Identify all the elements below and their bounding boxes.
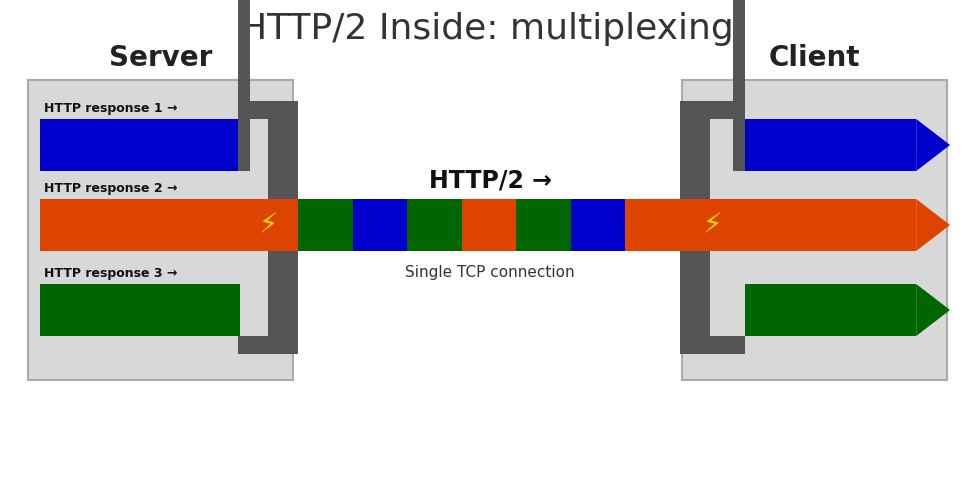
- Text: Single TCP connection: Single TCP connection: [406, 265, 575, 280]
- Bar: [517, 199, 570, 251]
- Bar: [238, 199, 298, 251]
- Text: HTTP response 2 →: HTTP response 2 →: [44, 182, 177, 195]
- Polygon shape: [916, 284, 950, 336]
- Bar: [680, 336, 745, 354]
- Bar: [745, 119, 916, 171]
- Bar: [745, 284, 916, 336]
- Bar: [408, 199, 462, 251]
- Bar: [238, 101, 298, 119]
- Bar: [680, 101, 745, 119]
- Bar: [462, 199, 517, 251]
- Bar: [353, 199, 408, 251]
- Bar: [733, 0, 745, 171]
- Text: ⚡: ⚡: [258, 211, 278, 239]
- Polygon shape: [916, 199, 950, 251]
- Bar: [745, 199, 916, 251]
- Bar: [238, 0, 250, 171]
- Text: HTTP/2 →: HTTP/2 →: [429, 168, 552, 192]
- Text: HTTP response 1 →: HTTP response 1 →: [44, 102, 177, 115]
- Bar: [682, 80, 947, 380]
- Bar: [238, 336, 298, 354]
- Bar: [298, 199, 353, 251]
- Bar: [625, 199, 680, 251]
- Polygon shape: [916, 119, 950, 171]
- Bar: [570, 199, 625, 251]
- Bar: [28, 80, 293, 380]
- Bar: [40, 284, 240, 336]
- Bar: [268, 101, 298, 354]
- Bar: [40, 199, 240, 251]
- Text: ⚡: ⚡: [703, 211, 722, 239]
- Bar: [40, 119, 240, 171]
- Text: HTTP/2 Inside: multiplexing: HTTP/2 Inside: multiplexing: [240, 12, 734, 46]
- Text: HTTP response 3 →: HTTP response 3 →: [44, 267, 177, 280]
- Text: Client: Client: [768, 44, 860, 72]
- Bar: [680, 199, 745, 251]
- Bar: [680, 101, 710, 354]
- Text: Server: Server: [109, 44, 213, 72]
